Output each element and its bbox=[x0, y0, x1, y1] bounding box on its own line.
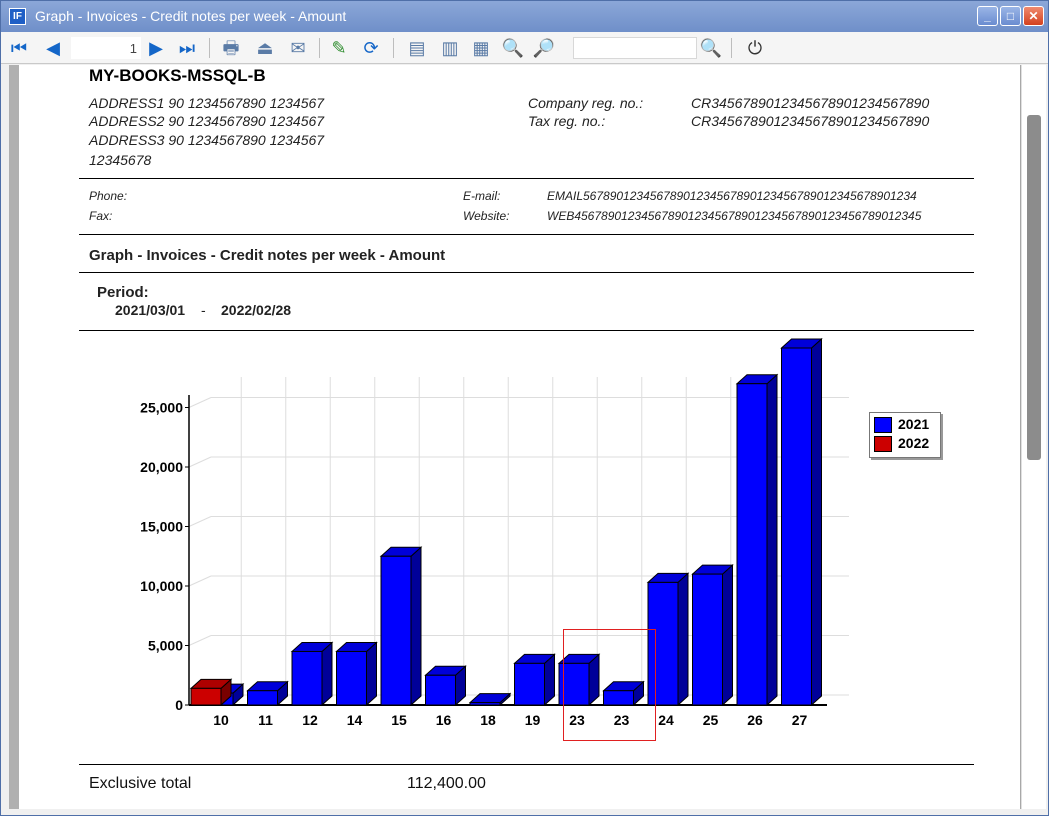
vertical-scrollbar[interactable] bbox=[1021, 65, 1046, 809]
y-tick-label: 0 bbox=[175, 697, 183, 713]
bar-2021-8 bbox=[557, 653, 601, 707]
period-to: 2022/02/28 bbox=[221, 302, 292, 318]
bar-2021-12 bbox=[735, 373, 779, 707]
bar-2022-0 bbox=[189, 678, 233, 707]
bar-2021-11 bbox=[691, 563, 734, 707]
scrollbar-thumb[interactable] bbox=[1027, 115, 1041, 460]
y-tick-label: 25,000 bbox=[140, 400, 183, 416]
x-tick-label: 15 bbox=[391, 712, 407, 728]
period-from: 2021/03/01 bbox=[115, 302, 186, 318]
chart-legend: 2021 2022 bbox=[869, 412, 941, 458]
report-page: MY-BOOKS-MSSQL-B ADDRESS1 90 1234567890 … bbox=[9, 65, 1020, 809]
title-bar[interactable]: IF Graph - Invoices - Credit notes per w… bbox=[1, 1, 1048, 32]
tax-reg-label: Tax reg. no.: bbox=[528, 113, 606, 129]
legend-label-2022: 2022 bbox=[898, 435, 930, 451]
bar-chart: 0 5,000 10,000 15,000 20,000 25,000 10 11 12 14 15… bbox=[140, 337, 849, 728]
bar-2021-10 bbox=[646, 572, 690, 707]
report-title: Graph - Invoices - Credit notes per week… bbox=[89, 247, 446, 264]
website-label: Website: bbox=[463, 209, 510, 223]
edit-report-icon[interactable]: ✎ bbox=[331, 38, 347, 58]
email-value: EMAIL56789012345678901234567890123456789… bbox=[547, 189, 917, 203]
last-page-icon[interactable]: ⏭ bbox=[178, 38, 196, 58]
address-line-2: ADDRESS2 90 1234567890 1234567 bbox=[89, 113, 325, 129]
search-input[interactable] bbox=[573, 37, 697, 59]
export-icon[interactable]: ⏏ bbox=[256, 38, 274, 58]
x-tick-label: 19 bbox=[525, 712, 541, 728]
phone-label: Phone: bbox=[89, 189, 128, 203]
total-label: Exclusive total bbox=[89, 775, 192, 792]
bar-2021-5 bbox=[424, 665, 467, 707]
highlight-box bbox=[563, 629, 656, 741]
search-icon[interactable]: 🔍 bbox=[699, 38, 723, 58]
x-tick-label: 25 bbox=[703, 712, 719, 728]
y-tick-label: 10,000 bbox=[140, 578, 183, 594]
y-tick-label: 15,000 bbox=[140, 519, 183, 535]
x-tick-label: 16 bbox=[436, 712, 452, 728]
page-check-icon[interactable]: ▦ bbox=[472, 38, 490, 58]
address-line-4: 12345678 bbox=[89, 152, 152, 168]
total-value: 112,400.00 bbox=[407, 775, 486, 792]
x-tick-label: 26 bbox=[747, 712, 763, 728]
x-tick-label: 14 bbox=[347, 712, 363, 728]
fax-label: Fax: bbox=[89, 209, 113, 223]
bar-2021-4 bbox=[379, 546, 423, 707]
bar-2021-3 bbox=[335, 641, 378, 707]
x-tick-label: 12 bbox=[302, 712, 318, 728]
maximize-button[interactable]: □ bbox=[1000, 6, 1021, 26]
bar-2021-9 bbox=[602, 680, 645, 707]
window-title: Graph - Invoices - Credit notes per week… bbox=[35, 8, 347, 24]
legend-swatch-2021 bbox=[874, 417, 892, 433]
legend-swatch-2022 bbox=[874, 436, 892, 452]
company-name: MY-BOOKS-MSSQL-B bbox=[89, 66, 266, 85]
legend-label-2021: 2021 bbox=[898, 416, 930, 432]
app-icon: IF bbox=[9, 8, 26, 25]
y-tick-label: 20,000 bbox=[140, 459, 183, 475]
period-label: Period: bbox=[97, 284, 149, 301]
page-number-input[interactable] bbox=[71, 37, 141, 59]
x-tick-label: 23 bbox=[569, 712, 585, 728]
email-icon[interactable]: ✉ bbox=[290, 38, 306, 58]
tax-reg-value: CR3456789012345678901234567890 bbox=[691, 113, 930, 129]
company-reg-label: Company reg. no.: bbox=[528, 95, 644, 111]
previous-page-icon[interactable]: ◀ bbox=[46, 38, 60, 58]
x-tick-label: 18 bbox=[480, 712, 496, 728]
page-layout-icon[interactable]: ▤ bbox=[408, 38, 426, 58]
x-tick-label: 11 bbox=[258, 712, 273, 728]
x-tick-label: 27 bbox=[792, 712, 808, 728]
website-value: WEB4567890123456789012345678901234567890… bbox=[547, 209, 922, 223]
refresh-icon[interactable]: ⟳ bbox=[363, 38, 379, 58]
address-line-1: ADDRESS1 90 1234567890 1234567 bbox=[89, 95, 325, 111]
print-icon[interactable]: 🖶 bbox=[222, 38, 240, 58]
company-reg-value: CR3456789012345678901234567890 bbox=[691, 95, 930, 111]
bar-2021-1 bbox=[246, 680, 289, 707]
page-width-icon[interactable]: ▥ bbox=[441, 38, 459, 58]
bar-2021-6 bbox=[468, 692, 512, 707]
next-page-icon[interactable]: ▶ bbox=[149, 38, 163, 58]
toolbar: ⏮ ◀ ▶ ⏭ 🖶 ⏏ ✉ ✎ ⟳ ▤ ▥ ▦ 🔍 🔎 🔍 ⏻ bbox=[1, 32, 1048, 64]
x-tick-label: 24 bbox=[658, 712, 674, 728]
bar-2021-13 bbox=[780, 337, 823, 707]
power-icon[interactable]: ⏻ bbox=[747, 38, 763, 58]
minimize-button[interactable]: _ bbox=[977, 6, 998, 26]
bar-2021-7 bbox=[513, 653, 556, 707]
close-button[interactable]: ✕ bbox=[1023, 6, 1044, 26]
x-tick-label: 10 bbox=[213, 712, 229, 728]
email-label: E-mail: bbox=[463, 189, 501, 203]
first-page-icon[interactable]: ⏮ bbox=[10, 38, 28, 58]
zoom-out-icon[interactable]: 🔍 bbox=[501, 38, 525, 58]
zoom-in-icon[interactable]: 🔎 bbox=[532, 38, 556, 58]
x-tick-label: 23 bbox=[614, 712, 630, 728]
y-tick-label: 5,000 bbox=[148, 638, 183, 654]
address-line-3: ADDRESS3 90 1234567890 1234567 bbox=[89, 132, 325, 148]
bar-2021-2 bbox=[290, 641, 334, 707]
period-separator: - bbox=[201, 302, 206, 318]
